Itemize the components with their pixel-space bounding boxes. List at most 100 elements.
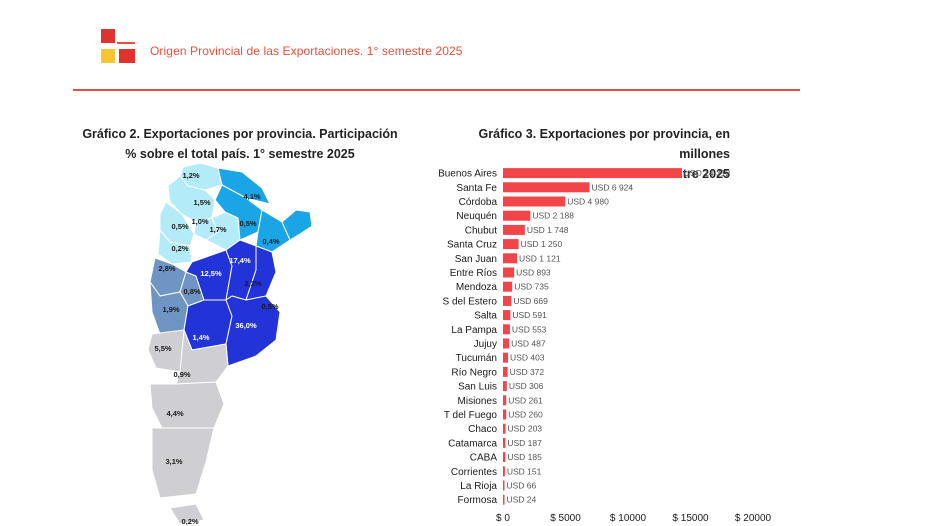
- category-label: Mendoza: [456, 282, 498, 293]
- bar: [503, 494, 505, 505]
- bar: [503, 295, 512, 306]
- category-label: Formosa: [458, 495, 498, 506]
- x-tick-label: $ 10000: [610, 513, 647, 524]
- x-tick-label: $ 5000: [550, 513, 581, 524]
- category-label: Catamarca: [448, 438, 497, 449]
- bar: [503, 480, 505, 491]
- header-divider: [73, 89, 800, 91]
- map-region-tierra-del-fuego: [169, 503, 205, 525]
- value-label: USD 261: [508, 395, 543, 405]
- category-label: Chubut: [465, 225, 497, 236]
- value-label: USD 553: [512, 324, 547, 334]
- logo: [99, 29, 137, 65]
- map-region-buenos-aires: [225, 295, 281, 367]
- map-label-chubut: 4,4%: [166, 409, 183, 418]
- value-label: USD 403: [510, 353, 545, 363]
- map-label-mendoza: 1,9%: [162, 305, 179, 314]
- x-tick-label: $ 0: [496, 513, 510, 524]
- value-label: USD 591: [512, 310, 547, 320]
- bar: [503, 182, 590, 193]
- value-label: USD 66: [507, 481, 537, 491]
- map-region-misiones: [281, 209, 313, 241]
- map-chart-title-line2: % sobre el total país. 1° semestre 2025: [125, 147, 355, 161]
- bar: [503, 452, 506, 463]
- bar: [503, 437, 506, 448]
- map-label-rio-negro: 0,9%: [173, 370, 190, 379]
- category-label: CABA: [470, 453, 498, 464]
- category-label: S del Estero: [443, 296, 498, 307]
- value-label: USD 14 312: [684, 168, 731, 178]
- value-label: USD 669: [513, 296, 548, 306]
- map-label-catamarca: 0,5%: [171, 222, 188, 231]
- x-tick-label: $ 15000: [672, 513, 709, 524]
- category-label: Santa Fe: [456, 183, 497, 194]
- category-label: Misiones: [458, 396, 497, 407]
- value-label: USD 203: [508, 424, 543, 434]
- bar: [503, 381, 507, 392]
- map-label-tucuman: 1,0%: [191, 217, 208, 226]
- map-label-santa-cruz: 3,1%: [165, 457, 182, 466]
- bar: [503, 239, 519, 250]
- bar: [503, 352, 509, 363]
- map-label-chaco: 0,5%: [239, 219, 256, 228]
- category-label: San Juan: [455, 254, 497, 265]
- category-label: Córdoba: [459, 197, 498, 208]
- value-label: USD 24: [507, 495, 537, 505]
- bar: [503, 423, 506, 434]
- value-label: USD 1 250: [521, 239, 563, 249]
- map-label-caba: 0,5%: [261, 302, 278, 311]
- bar: [503, 196, 566, 207]
- value-label: USD 185: [507, 452, 542, 462]
- bar: [503, 267, 515, 278]
- map-label-neuquen: 5,5%: [154, 344, 171, 353]
- map-chart-title-line1: Gráfico 2. Exportaciones por provincia. …: [82, 127, 398, 141]
- map-chart-title: Gráfico 2. Exportaciones por provincia. …: [60, 124, 420, 164]
- map-label-jujuy: 1,2%: [182, 171, 199, 180]
- map-region-rio-negro: [175, 329, 229, 385]
- map-label-entre-rios: 2,2%: [244, 279, 261, 288]
- bar: [503, 281, 513, 292]
- map-label-santa-fe: 17,4%: [229, 256, 251, 265]
- category-label: T del Fuego: [444, 410, 498, 421]
- value-label: USD 4 980: [567, 197, 609, 207]
- bar: [503, 395, 507, 406]
- value-label: USD 735: [514, 282, 549, 292]
- bar: [503, 466, 505, 477]
- bar: [503, 210, 531, 221]
- map-label-corrientes: 0,4%: [262, 237, 279, 246]
- map-region-chubut: [149, 381, 225, 429]
- bar: [503, 310, 511, 321]
- bar-chart-title-line1: Gráfico 3. Exportaciones por provincia, …: [478, 127, 730, 161]
- category-label: Neuquén: [456, 211, 497, 222]
- value-label: USD 187: [507, 438, 542, 448]
- category-label: Entre Ríos: [450, 268, 497, 279]
- bar-chart-title: Gráfico 3. Exportaciones por provincia, …: [440, 124, 730, 184]
- category-label: Santa Cruz: [447, 240, 497, 251]
- value-label: USD 260: [508, 410, 543, 420]
- value-label: USD 6 924: [592, 182, 634, 192]
- bar: [503, 324, 510, 335]
- map-label-san-luis: 0,8%: [183, 287, 200, 296]
- map-label-santiago: 1,7%: [209, 225, 226, 234]
- map-label-salta: 1,5%: [193, 198, 210, 207]
- bar: [503, 366, 508, 377]
- map-label-buenos-aires: 36,0%: [235, 321, 257, 330]
- bar: [503, 253, 518, 264]
- value-label: USD 1 121: [519, 253, 561, 263]
- value-label: USD 306: [509, 381, 544, 391]
- map-region-santa-cruz: [151, 427, 215, 499]
- map-label-cordoba: 12,5%: [200, 269, 222, 278]
- category-label: San Luis: [458, 382, 497, 393]
- category-label: Buenos Aires: [438, 169, 497, 180]
- category-label: Río Negro: [451, 367, 497, 378]
- map-label-formosa: 4,1%: [243, 192, 260, 201]
- category-label: Jujuy: [474, 339, 497, 350]
- map-label-san-juan: 2,8%: [158, 264, 175, 273]
- x-tick-label: $ 20000: [735, 513, 772, 524]
- bar: [503, 338, 510, 349]
- value-label: USD 151: [507, 466, 542, 476]
- bar: [503, 409, 507, 420]
- value-label: USD 2 188: [532, 211, 574, 221]
